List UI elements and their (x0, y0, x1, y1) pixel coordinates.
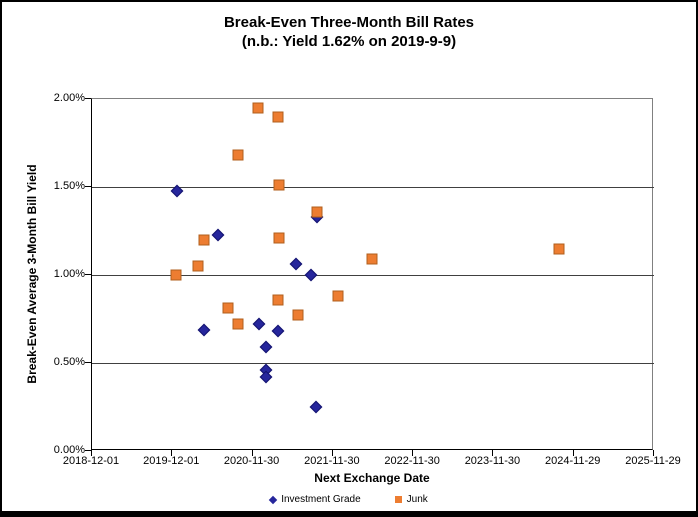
diamond-marker-icon (268, 495, 278, 504)
y-tick-label: 1.50% (53, 180, 85, 192)
data-point-square (273, 179, 285, 191)
data-point-diamond (252, 317, 266, 331)
data-point-square (252, 102, 264, 114)
data-point-diamond (289, 258, 303, 271)
x-tick-label: 2020-11-30 (223, 455, 280, 467)
x-tick-mark (91, 450, 92, 456)
y-tick-mark (85, 450, 91, 451)
x-tick-label: 2018-12-01 (62, 455, 120, 467)
data-point-square (553, 243, 565, 255)
gridline (92, 363, 654, 364)
legend-label-investment-grade: Investment Grade (281, 494, 361, 505)
data-point-diamond (211, 228, 225, 241)
y-tick-mark (85, 98, 91, 99)
data-point-square (273, 232, 285, 244)
x-tick-mark (572, 450, 574, 456)
square-marker-icon (394, 496, 402, 503)
x-tick-mark (653, 450, 654, 456)
data-point-diamond (309, 400, 323, 414)
gridline (92, 187, 654, 188)
bottom-border-bar (2, 511, 696, 517)
y-tick-mark (85, 186, 91, 187)
x-tick-mark (251, 450, 253, 456)
data-point-diamond (197, 323, 211, 336)
x-tick-label: 2021-11-30 (304, 455, 360, 467)
data-point-square (272, 111, 284, 123)
x-tick-label: 2019-12-01 (143, 455, 200, 467)
data-point-square (366, 253, 378, 265)
data-point-diamond (304, 268, 318, 282)
x-axis-title: Next Exchange Date (314, 471, 430, 485)
y-tick-mark (85, 274, 91, 275)
data-point-square (232, 318, 244, 330)
data-point-square (222, 302, 234, 314)
gridline (92, 275, 654, 276)
chart-title: Break-Even Three-Month Bill Rates (n.b.:… (2, 13, 696, 51)
data-point-square (272, 294, 284, 306)
x-tick-label: 2022-11-30 (384, 455, 440, 467)
data-point-diamond (259, 340, 273, 354)
data-point-square (232, 149, 244, 161)
data-point-square (192, 260, 204, 272)
x-tick-mark (492, 450, 494, 456)
plot-area (91, 98, 654, 450)
data-point-square (292, 309, 304, 321)
x-tick-label: 2023-11-30 (464, 455, 521, 467)
y-tick-mark (85, 362, 91, 363)
y-tick-label: 2.00% (53, 92, 85, 104)
legend-label-junk: Junk (406, 494, 428, 505)
data-point-square (170, 269, 182, 281)
y-tick-label: 0.50% (53, 356, 85, 368)
data-point-square (198, 234, 210, 246)
legend-item-investment-grade: Investment Grade (268, 494, 361, 505)
x-tick-mark (412, 450, 414, 456)
data-point-diamond (271, 324, 285, 338)
x-tick-label: 2025-11-29 (625, 455, 681, 467)
y-tick-label: 1.00% (53, 268, 85, 280)
chart-title-line2: (n.b.: Yield 1.62% on 2019-9-9) (241, 33, 457, 50)
x-tick-mark (171, 450, 173, 456)
chart-title-line1: Break-Even Three-Month Bill Rates (223, 14, 475, 31)
data-point-square (311, 206, 323, 218)
data-point-square (332, 290, 344, 302)
x-tick-mark (331, 450, 333, 456)
legend-item-junk: Junk (394, 494, 428, 505)
y-tick-label: 0.00% (53, 444, 85, 456)
x-tick-label: 2024-11-29 (544, 455, 601, 467)
legend: Investment Grade Junk (2, 494, 696, 505)
